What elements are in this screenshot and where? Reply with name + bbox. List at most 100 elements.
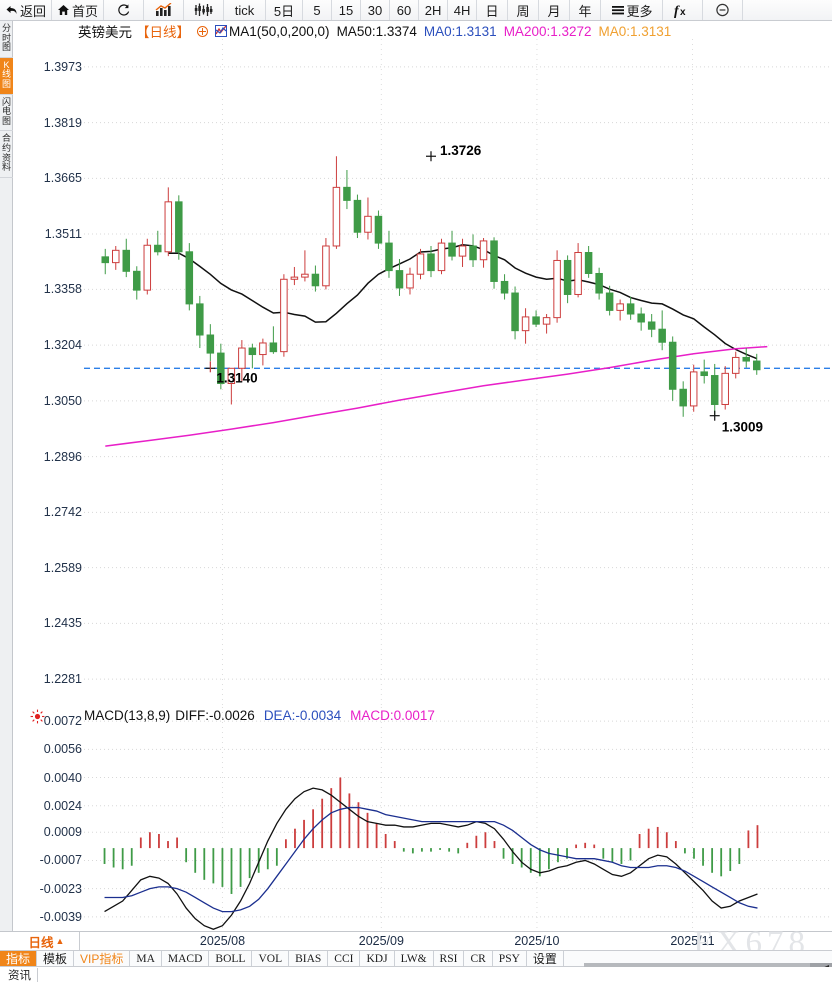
axis-tick-label: 1.3358 — [43, 282, 82, 297]
refresh-button[interactable] — [104, 0, 145, 20]
axis-tick-label: 1.2896 — [43, 449, 82, 464]
candlestick-icon — [194, 3, 213, 17]
indicator-tab-zhibiao[interactable]: 指标 — [0, 951, 38, 966]
more-button[interactable]: 更多 — [601, 0, 664, 20]
indicator-bias-label: BIAS — [295, 952, 322, 965]
period-month-button[interactable]: 月 — [539, 0, 571, 20]
top-toolbar: 返回 首页 — [0, 0, 832, 21]
macd-axis-tick-label: 0.0009 — [43, 825, 82, 840]
period-day-label: 日 — [485, 3, 499, 19]
period-30-button[interactable]: 30 — [361, 0, 391, 20]
period-year-button[interactable]: 年 — [570, 0, 602, 20]
timeframe-tab[interactable]: 日线 ▲ — [14, 932, 80, 950]
indicator-bar: 指标 模板 VIP指标 MA MACD BOLL VOL BIAS CCI KDJ LW& RSI CR… — [0, 950, 832, 967]
home-button[interactable]: 首页 — [52, 0, 105, 20]
indicator-rsi[interactable]: RSI — [434, 951, 465, 966]
indicator-cr[interactable]: CR — [464, 951, 493, 966]
period-60-button[interactable]: 60 — [390, 0, 420, 20]
sidebar-item-timeshare[interactable]: 分时图 — [0, 21, 13, 58]
sidebar-item-contract-info[interactable]: 合约资料 — [0, 131, 13, 178]
chart-type-button[interactable] — [144, 0, 185, 20]
macd-axis-tick-label: 0.0024 — [43, 798, 82, 813]
price-pane[interactable]: 1.3973 1.3819 1.3665 1.3511 1.3358 1.3204 1.30… — [14, 39, 832, 707]
indicator-psy[interactable]: PSY — [493, 951, 527, 966]
date-tick-label: 2025/10 — [514, 934, 560, 948]
indicator-lwr[interactable]: LW& — [395, 951, 434, 966]
indicator-ma-label: MA — [136, 952, 155, 965]
fx-icon: f x — [674, 3, 692, 18]
macd-plot[interactable] — [84, 707, 832, 931]
sidebar-item-kline[interactable]: K线图 — [0, 57, 13, 95]
period-month-label: 月 — [547, 3, 561, 19]
sidebar-item-lightning-label: 闪电图 — [1, 96, 11, 126]
sidebar-item-kline-label: K线图 — [1, 59, 11, 89]
macd-axis-tick-label: 0.0072 — [43, 714, 82, 729]
indicator-vol[interactable]: VOL — [252, 951, 290, 966]
home-label: 首页 — [72, 3, 99, 19]
indicator-ma[interactable]: MA — [130, 951, 162, 966]
date-axis: 日线 ▲ 2025/08 2025/09 2025/10 2025/11 — [0, 931, 832, 950]
indicator-bias[interactable]: BIAS — [289, 951, 329, 966]
indicator-tab-vip[interactable]: VIP指标 — [74, 951, 131, 966]
axis-tick-label: 1.2589 — [43, 560, 82, 575]
zoom-out-button[interactable] — [703, 0, 744, 20]
price-plot[interactable]: 1.3726 1.3140 1.3009 — [84, 39, 832, 707]
tick-label: tick — [234, 2, 255, 18]
svg-text:1.3009: 1.3009 — [722, 420, 763, 435]
date-tick-label: 2025/11 — [670, 934, 715, 948]
svg-text:1.3140: 1.3140 — [216, 370, 257, 385]
indicator-vol-label: VOL — [258, 952, 283, 965]
indicator-tab-vip-label: VIP指标 — [80, 952, 124, 966]
date-tick-label: 2025/09 — [358, 934, 404, 948]
macd-indicator-icon[interactable] — [30, 709, 45, 724]
period-5-button[interactable]: 5 — [303, 0, 333, 20]
macd-axis-tick-label: -0.0039 — [39, 909, 82, 924]
macd-y-axis: 0.0072 0.0056 0.0040 0.0024 0.0009 -0.0007 -0.… — [14, 707, 82, 931]
macd-pane[interactable]: 0.0072 0.0056 0.0040 0.0024 0.0009 -0.0007 -0.… — [14, 707, 832, 931]
indicator-macd[interactable]: MACD — [162, 951, 210, 966]
sidebar-item-lightning[interactable]: 闪电图 — [0, 95, 13, 132]
news-tab-label: 资讯 — [8, 970, 31, 982]
ma0-value: MA0:1.3131 — [423, 23, 497, 39]
add-indicator-icon[interactable] — [197, 25, 208, 37]
tick-button[interactable]: tick — [224, 0, 267, 20]
period-year-label: 年 — [578, 3, 592, 19]
period-week-button[interactable]: 周 — [508, 0, 540, 20]
macd-axis-tick-label: -0.0007 — [39, 853, 82, 868]
indicator-kdj[interactable]: KDJ — [360, 951, 395, 966]
period-2h-label: 2H — [424, 2, 442, 18]
back-label: 返回 — [20, 3, 47, 19]
back-button[interactable]: 返回 — [0, 0, 53, 20]
axis-tick-label: 1.3819 — [43, 115, 82, 130]
indicator-cci[interactable]: CCI — [328, 951, 361, 966]
ma-indicator-icon[interactable] — [215, 25, 227, 37]
period-label: 【日线】 — [136, 25, 190, 40]
period-4h-button[interactable]: 4H — [448, 0, 478, 20]
axis-tick-label: 1.3204 — [43, 338, 82, 353]
indicator-tab-template-label: 模板 — [43, 952, 68, 966]
period-week-label: 周 — [516, 3, 530, 19]
indicator-boll[interactable]: BOLL — [209, 951, 253, 966]
period-30-label: 30 — [367, 2, 383, 18]
indicator-settings-label: 设置 — [532, 952, 557, 966]
macd-axis-tick-label: 0.0056 — [43, 742, 82, 757]
period-5day-button[interactable]: 5日 — [266, 0, 304, 20]
home-icon — [57, 4, 70, 16]
toolbar-spacer — [743, 0, 832, 20]
axis-tick-label: 1.2742 — [43, 505, 82, 520]
period-day-button[interactable]: 日 — [477, 0, 509, 20]
period-2h-button[interactable]: 2H — [419, 0, 449, 20]
sidebar-item-timeshare-label: 分时图 — [1, 23, 11, 53]
macd-macd-value: MACD:0.0017 — [350, 708, 435, 723]
indicator-settings[interactable]: 设置 — [527, 951, 564, 966]
fx-button[interactable]: f x — [663, 0, 704, 20]
macd-axis-tick-label: -0.0023 — [39, 881, 82, 896]
indicator-tab-template[interactable]: 模板 — [37, 951, 75, 966]
chart-legend: 英镑美元 【日线】 MA1(50,0,200,0) MA50:1.3374 MA… — [78, 22, 671, 41]
period-15-button[interactable]: 15 — [332, 0, 362, 20]
news-tab[interactable]: 资讯 — [2, 968, 38, 982]
more-label: 更多 — [626, 3, 653, 19]
macd-chart-svg — [84, 707, 832, 931]
svg-text:x: x — [680, 7, 686, 18]
candles-button[interactable] — [184, 0, 225, 20]
